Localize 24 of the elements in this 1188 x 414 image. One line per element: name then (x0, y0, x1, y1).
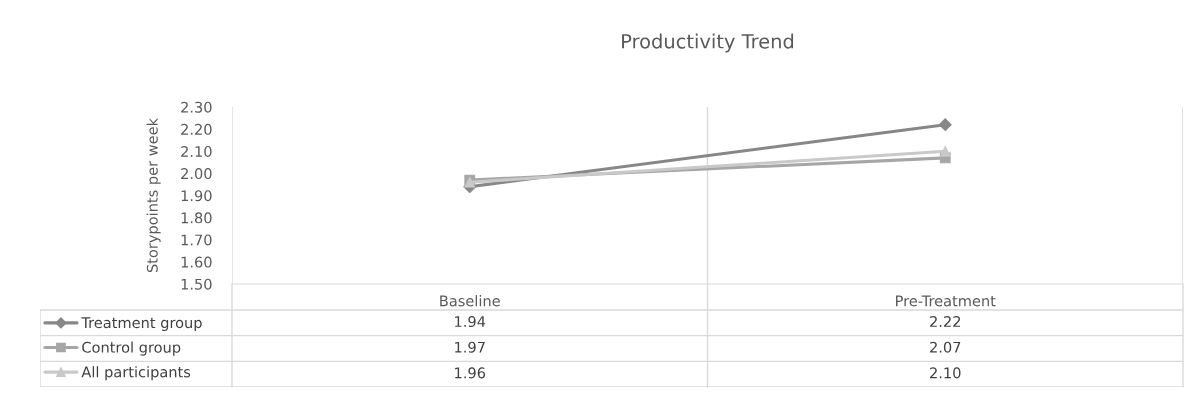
point (939, 145, 951, 157)
y-axis-title: Storypoints per week (146, 117, 161, 273)
y-tick-label: 2.20 (181, 123, 212, 135)
legend-label: Treatment group (81, 317, 202, 332)
chart-title: Productivity Trend (622, 33, 794, 53)
point (938, 118, 952, 132)
x-tick-label: Pre-Treatment (896, 295, 996, 307)
legend-label: All participants (81, 366, 191, 381)
x-tick-label: Baseline (440, 295, 500, 307)
y-tick-label: 2.00 (181, 168, 212, 180)
y-tick-label: 2.30 (181, 101, 212, 113)
y-tick-label: 1.80 (181, 212, 212, 224)
y-tick-label: 1.60 (181, 256, 212, 268)
data-label: 1.94 (455, 316, 486, 328)
y-tick-label: 1.70 (181, 234, 212, 246)
y-tick-label: 1.50 (181, 278, 212, 290)
data-label: 2.10 (930, 367, 961, 379)
data-label: 1.97 (455, 341, 485, 353)
data-label: 1.96 (455, 367, 486, 379)
legend-label: Control group (82, 341, 181, 356)
data-label: 2.07 (930, 341, 961, 353)
y-tick-label: 2.10 (181, 145, 212, 157)
y-tick-label: 1.90 (181, 190, 212, 202)
data-label: 2.22 (930, 316, 961, 327)
